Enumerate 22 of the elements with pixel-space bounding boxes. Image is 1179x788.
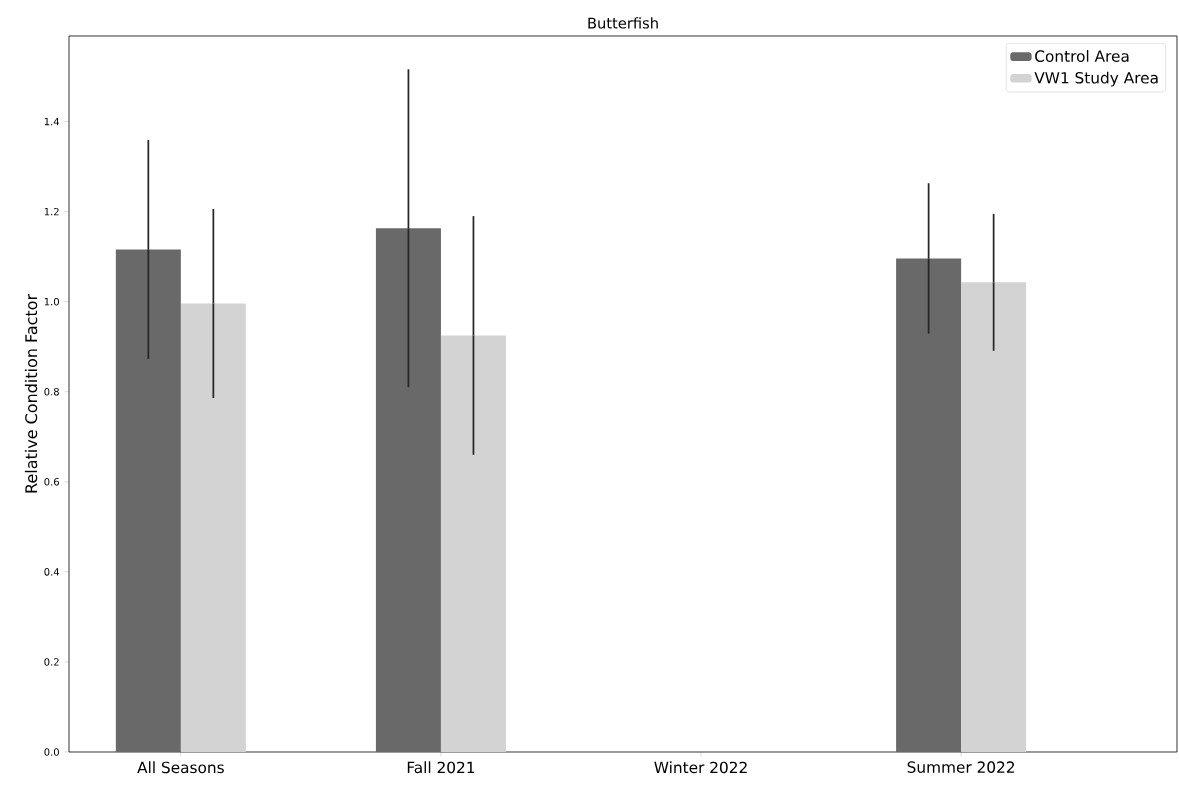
- legend-label: VW1 Study Area: [1034, 71, 1158, 87]
- x-tick-label: Fall 2021: [407, 761, 475, 774]
- y-tick-label: 1.0: [44, 297, 59, 306]
- y-tick-label: 0.8: [44, 387, 59, 396]
- x-tick-label: All Seasons: [137, 761, 224, 774]
- bar: [375, 228, 441, 752]
- y-axis-title: Relative Condition Factor: [24, 293, 38, 493]
- bar: [440, 335, 506, 752]
- y-tick-label: 0.6: [44, 478, 59, 486]
- x-tick-label: Winter 2022: [654, 761, 747, 774]
- y-tick-label: 0.4: [44, 568, 60, 576]
- bar: [961, 282, 1027, 752]
- y-tick-label: 0.2: [44, 658, 59, 666]
- legend-label: Control Area: [1035, 50, 1129, 62]
- y-tick-label: 1.4: [44, 117, 60, 126]
- x-tick-label: Summer 2022: [907, 761, 1015, 773]
- bar: [896, 258, 962, 752]
- y-tick-label: 0.0: [44, 748, 59, 756]
- bar: [115, 249, 181, 752]
- y-tick-label: 1.2: [44, 207, 59, 216]
- chart-title: Butterfish: [588, 17, 658, 29]
- bar: [180, 303, 246, 752]
